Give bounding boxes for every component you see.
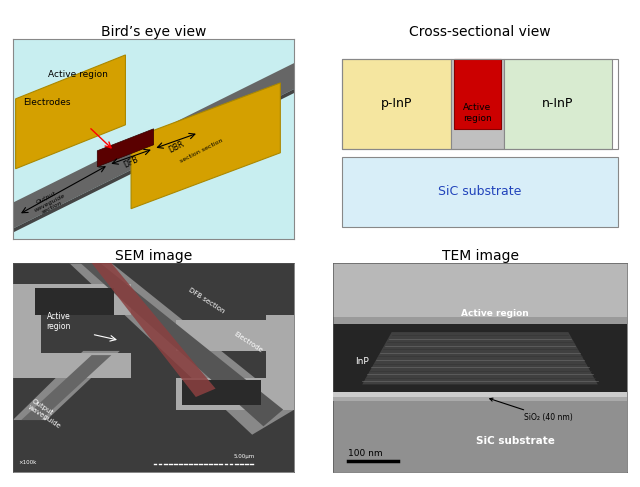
- Bar: [13, 311, 41, 378]
- Text: SiO₂ (40 nm): SiO₂ (40 nm): [490, 398, 573, 422]
- Polygon shape: [362, 332, 598, 384]
- Text: ×100k: ×100k: [19, 460, 37, 465]
- Text: 100 nm: 100 nm: [348, 449, 382, 458]
- Text: 5.00μm: 5.00μm: [233, 454, 254, 459]
- Polygon shape: [81, 263, 283, 426]
- Bar: [342, 59, 451, 149]
- Bar: [176, 384, 294, 410]
- Bar: [333, 397, 627, 401]
- Text: DFB section: DFB section: [188, 287, 225, 315]
- Polygon shape: [15, 55, 125, 169]
- Text: Output
waveguide: Output waveguide: [27, 398, 66, 430]
- Text: Active
region: Active region: [47, 312, 71, 331]
- Polygon shape: [97, 129, 154, 167]
- Polygon shape: [13, 63, 294, 229]
- Bar: [176, 319, 294, 351]
- Text: Active region: Active region: [461, 309, 529, 318]
- Bar: [35, 288, 114, 316]
- Bar: [13, 284, 131, 316]
- Title: SEM image: SEM image: [115, 249, 192, 263]
- Bar: [13, 353, 131, 378]
- Bar: [333, 392, 627, 398]
- Bar: [182, 380, 260, 405]
- Text: n-InP: n-InP: [542, 97, 573, 111]
- Polygon shape: [69, 263, 294, 435]
- Bar: [451, 59, 504, 149]
- Text: DFB: DFB: [122, 155, 140, 170]
- Title: TEM image: TEM image: [442, 249, 518, 263]
- Polygon shape: [21, 355, 111, 420]
- Polygon shape: [131, 83, 280, 208]
- Bar: [504, 59, 612, 149]
- Text: Output
waveguide
section: Output waveguide section: [30, 187, 68, 218]
- Text: p-InP: p-InP: [380, 97, 412, 111]
- Bar: [176, 378, 294, 410]
- Bar: [454, 59, 500, 129]
- Text: Electrodes: Electrodes: [23, 98, 70, 107]
- Text: InP: InP: [355, 357, 369, 366]
- Bar: [333, 401, 627, 472]
- Text: SiC substrate: SiC substrate: [476, 436, 555, 446]
- Polygon shape: [13, 351, 120, 420]
- Bar: [333, 263, 627, 321]
- Polygon shape: [92, 263, 216, 397]
- Title: Bird’s eye view: Bird’s eye view: [101, 25, 206, 39]
- Text: Electrode: Electrode: [232, 331, 263, 354]
- Bar: [333, 324, 627, 393]
- Polygon shape: [13, 89, 294, 233]
- Text: Active region: Active region: [47, 71, 108, 79]
- Bar: [266, 316, 294, 410]
- Title: Cross-sectional view: Cross-sectional view: [409, 25, 551, 39]
- Text: section section: section section: [179, 138, 224, 164]
- Text: SiC substrate: SiC substrate: [438, 185, 522, 198]
- Bar: [342, 157, 618, 226]
- Bar: [333, 318, 627, 330]
- Bar: [342, 59, 618, 149]
- Text: DBR: DBR: [167, 139, 186, 154]
- Text: Active
region: Active region: [463, 103, 492, 123]
